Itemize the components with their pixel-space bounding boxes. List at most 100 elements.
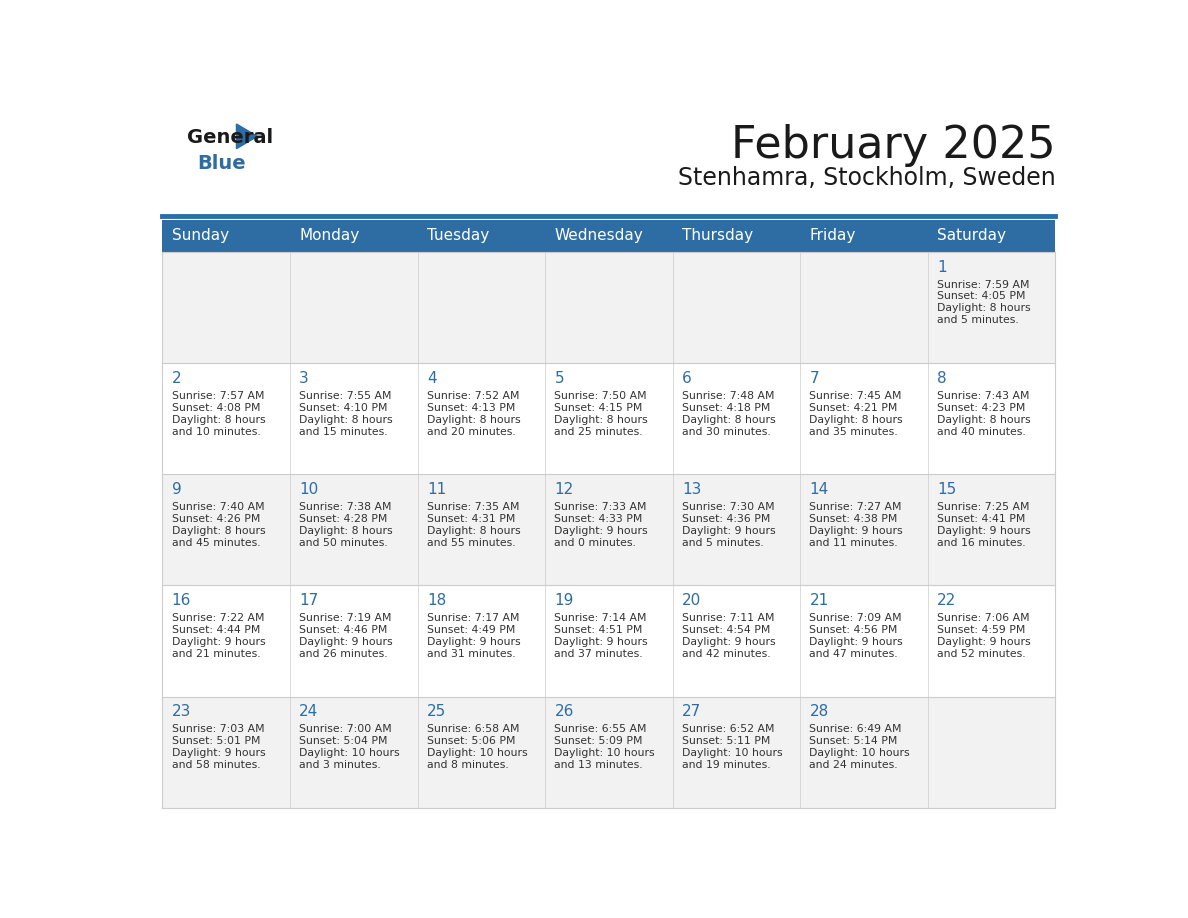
Text: Daylight: 8 hours: Daylight: 8 hours (172, 526, 265, 536)
Text: Daylight: 9 hours: Daylight: 9 hours (937, 526, 1031, 536)
Text: and 13 minutes.: and 13 minutes. (555, 760, 643, 770)
Text: and 45 minutes.: and 45 minutes. (172, 538, 260, 548)
Text: Sunset: 4:49 PM: Sunset: 4:49 PM (426, 625, 516, 635)
Text: Daylight: 8 hours: Daylight: 8 hours (937, 415, 1031, 425)
Text: 13: 13 (682, 482, 701, 497)
Text: Thursday: Thursday (682, 229, 753, 243)
Text: Daylight: 8 hours: Daylight: 8 hours (809, 415, 903, 425)
Text: Daylight: 9 hours: Daylight: 9 hours (172, 637, 265, 647)
Bar (163, 363, 1055, 475)
Text: and 24 minutes.: and 24 minutes. (809, 760, 898, 770)
Text: Sunrise: 7:40 AM: Sunrise: 7:40 AM (172, 502, 265, 512)
Text: 23: 23 (172, 704, 191, 720)
Text: 27: 27 (682, 704, 701, 720)
Text: Sunset: 4:28 PM: Sunset: 4:28 PM (299, 514, 387, 524)
Text: and 35 minutes.: and 35 minutes. (809, 427, 898, 437)
Text: Sunrise: 7:30 AM: Sunrise: 7:30 AM (682, 502, 775, 512)
Text: Sunset: 4:33 PM: Sunset: 4:33 PM (555, 514, 643, 524)
Text: Sunrise: 7:55 AM: Sunrise: 7:55 AM (299, 391, 392, 401)
Text: Daylight: 9 hours: Daylight: 9 hours (172, 748, 265, 758)
Text: and 16 minutes.: and 16 minutes. (937, 538, 1025, 548)
Text: and 26 minutes.: and 26 minutes. (299, 649, 388, 659)
Text: Daylight: 8 hours: Daylight: 8 hours (299, 415, 393, 425)
Text: Daylight: 10 hours: Daylight: 10 hours (809, 748, 910, 758)
Text: 16: 16 (172, 593, 191, 608)
Text: 15: 15 (937, 482, 956, 497)
Text: Sunday: Sunday (172, 229, 229, 243)
Text: and 8 minutes.: and 8 minutes. (426, 760, 508, 770)
Text: and 52 minutes.: and 52 minutes. (937, 649, 1025, 659)
Text: Sunrise: 6:58 AM: Sunrise: 6:58 AM (426, 724, 519, 734)
Text: 2: 2 (172, 371, 182, 386)
Text: Daylight: 8 hours: Daylight: 8 hours (555, 415, 647, 425)
Text: Sunrise: 7:19 AM: Sunrise: 7:19 AM (299, 613, 392, 623)
Text: 18: 18 (426, 593, 446, 608)
Text: Sunrise: 7:35 AM: Sunrise: 7:35 AM (426, 502, 519, 512)
Text: Sunrise: 7:17 AM: Sunrise: 7:17 AM (426, 613, 519, 623)
Text: Sunrise: 7:27 AM: Sunrise: 7:27 AM (809, 502, 902, 512)
Text: Sunset: 4:26 PM: Sunset: 4:26 PM (172, 514, 260, 524)
Text: Sunset: 5:06 PM: Sunset: 5:06 PM (426, 736, 516, 746)
Text: Sunrise: 6:49 AM: Sunrise: 6:49 AM (809, 724, 902, 734)
Polygon shape (236, 124, 258, 149)
Text: Daylight: 9 hours: Daylight: 9 hours (299, 637, 393, 647)
Text: Daylight: 8 hours: Daylight: 8 hours (299, 526, 393, 536)
Text: 5: 5 (555, 371, 564, 386)
Text: Sunset: 4:18 PM: Sunset: 4:18 PM (682, 403, 770, 413)
Text: Daylight: 9 hours: Daylight: 9 hours (809, 526, 903, 536)
Text: Sunset: 4:54 PM: Sunset: 4:54 PM (682, 625, 770, 635)
Text: Sunset: 4:10 PM: Sunset: 4:10 PM (299, 403, 387, 413)
Text: Sunrise: 7:33 AM: Sunrise: 7:33 AM (555, 502, 647, 512)
Text: 20: 20 (682, 593, 701, 608)
Bar (163, 586, 1055, 697)
Text: Sunrise: 6:55 AM: Sunrise: 6:55 AM (555, 724, 647, 734)
Text: and 42 minutes.: and 42 minutes. (682, 649, 771, 659)
Text: Sunset: 5:09 PM: Sunset: 5:09 PM (555, 736, 643, 746)
Text: Sunset: 4:46 PM: Sunset: 4:46 PM (299, 625, 387, 635)
Text: Saturday: Saturday (937, 229, 1006, 243)
Text: Sunrise: 7:52 AM: Sunrise: 7:52 AM (426, 391, 519, 401)
Text: 19: 19 (555, 593, 574, 608)
Text: 11: 11 (426, 482, 446, 497)
Text: Daylight: 9 hours: Daylight: 9 hours (555, 637, 647, 647)
Text: Sunset: 5:11 PM: Sunset: 5:11 PM (682, 736, 770, 746)
Text: Tuesday: Tuesday (426, 229, 489, 243)
Text: and 25 minutes.: and 25 minutes. (555, 427, 643, 437)
Text: Sunrise: 7:43 AM: Sunrise: 7:43 AM (937, 391, 1030, 401)
Text: and 47 minutes.: and 47 minutes. (809, 649, 898, 659)
Text: Sunset: 5:01 PM: Sunset: 5:01 PM (172, 736, 260, 746)
Text: 8: 8 (937, 371, 947, 386)
Text: 28: 28 (809, 704, 829, 720)
Text: 26: 26 (555, 704, 574, 720)
Text: Sunrise: 7:06 AM: Sunrise: 7:06 AM (937, 613, 1030, 623)
Text: 24: 24 (299, 704, 318, 720)
Text: Sunset: 5:14 PM: Sunset: 5:14 PM (809, 736, 898, 746)
Text: Sunset: 4:21 PM: Sunset: 4:21 PM (809, 403, 898, 413)
Text: 21: 21 (809, 593, 829, 608)
Text: Sunrise: 7:09 AM: Sunrise: 7:09 AM (809, 613, 902, 623)
Text: Sunset: 4:59 PM: Sunset: 4:59 PM (937, 625, 1025, 635)
Bar (163, 252, 1055, 363)
Text: 7: 7 (809, 371, 819, 386)
Text: and 31 minutes.: and 31 minutes. (426, 649, 516, 659)
Text: Daylight: 9 hours: Daylight: 9 hours (555, 526, 647, 536)
Text: Sunrise: 7:38 AM: Sunrise: 7:38 AM (299, 502, 392, 512)
Text: Daylight: 9 hours: Daylight: 9 hours (426, 637, 520, 647)
Text: 22: 22 (937, 593, 956, 608)
Text: February 2025: February 2025 (731, 124, 1055, 167)
Text: Daylight: 9 hours: Daylight: 9 hours (682, 526, 776, 536)
Text: and 50 minutes.: and 50 minutes. (299, 538, 388, 548)
Text: Daylight: 9 hours: Daylight: 9 hours (937, 637, 1031, 647)
Text: Sunset: 4:56 PM: Sunset: 4:56 PM (809, 625, 898, 635)
Text: Sunset: 4:13 PM: Sunset: 4:13 PM (426, 403, 516, 413)
Text: and 10 minutes.: and 10 minutes. (172, 427, 260, 437)
Bar (163, 697, 1055, 808)
Text: Sunset: 4:31 PM: Sunset: 4:31 PM (426, 514, 516, 524)
Text: and 21 minutes.: and 21 minutes. (172, 649, 260, 659)
Text: 4: 4 (426, 371, 436, 386)
Text: Sunrise: 7:45 AM: Sunrise: 7:45 AM (809, 391, 902, 401)
Text: Sunrise: 7:50 AM: Sunrise: 7:50 AM (555, 391, 647, 401)
Text: and 37 minutes.: and 37 minutes. (555, 649, 643, 659)
Text: Sunset: 4:36 PM: Sunset: 4:36 PM (682, 514, 770, 524)
Text: 1: 1 (937, 260, 947, 274)
